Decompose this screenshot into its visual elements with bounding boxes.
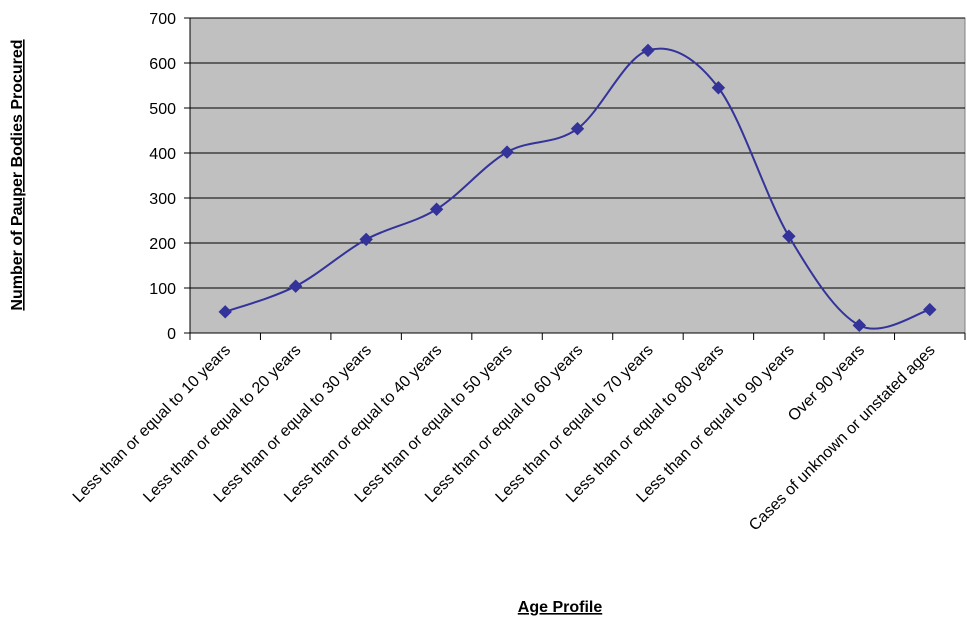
series [218, 43, 937, 333]
data-point [782, 229, 796, 243]
y-tick-labels: 0 100 200 300 400 500 600 700 [149, 11, 176, 343]
y-tick-label: 200 [149, 236, 176, 253]
data-point [570, 121, 585, 136]
data-point [711, 81, 726, 95]
y-tick-label: 300 [149, 191, 176, 208]
y-tick-label: 100 [149, 281, 176, 298]
data-point [852, 318, 867, 333]
y-axis-title: Number of Pauper Bodies Procured [9, 39, 26, 310]
data-point [218, 305, 232, 319]
y-tick-label: 500 [149, 101, 176, 118]
gridlines [190, 17, 965, 289]
data-point [359, 232, 373, 247]
data-point [500, 145, 514, 159]
x-tick-label: Less than or equal to 90 years [633, 342, 797, 506]
y-tick-label: 400 [149, 146, 176, 163]
series-line [224, 47, 931, 330]
data-point [923, 302, 937, 317]
axes [184, 17, 966, 340]
data-point [641, 43, 655, 58]
y-tick-label: 600 [149, 56, 176, 73]
x-axis-title: Age Profile [518, 599, 603, 616]
plot-area [189, 17, 966, 334]
data-point [429, 202, 444, 216]
data-point [288, 279, 303, 293]
y-tick-label: 0 [167, 326, 176, 343]
y-tick-label: 700 [149, 11, 176, 28]
